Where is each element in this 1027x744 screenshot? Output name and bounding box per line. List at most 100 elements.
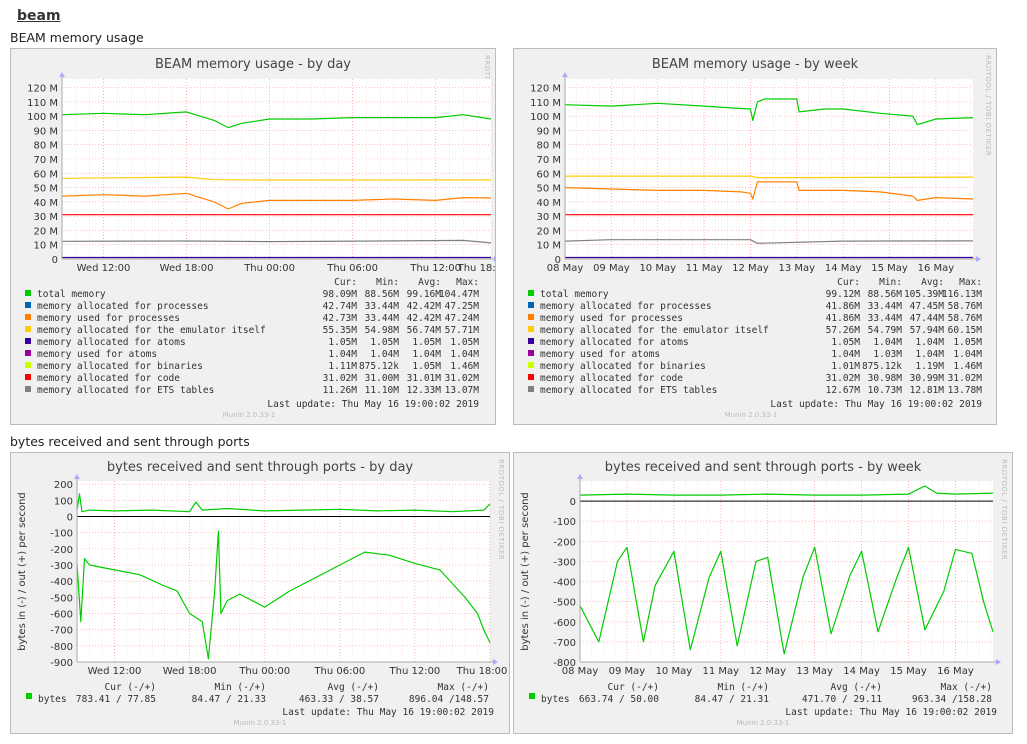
legend-label: memory allocated for processes xyxy=(37,301,209,312)
y-tick-label: 40 M xyxy=(33,198,58,209)
bytes-day-chart: bytes received and sent through ports - … xyxy=(17,459,508,727)
series-line-bytes-in xyxy=(579,546,994,655)
legend-label: bytes xyxy=(38,694,67,705)
legend-label: memory allocated for ETS tables xyxy=(37,385,214,396)
y-tick-label: 20 M xyxy=(536,226,561,237)
legend-label: memory used for atoms xyxy=(37,349,157,360)
legend-label: bytes xyxy=(541,694,570,705)
graph-bytes-week[interactable]: bytes received and sent through ports - … xyxy=(513,452,1013,734)
y-tick-label: 60 M xyxy=(536,169,561,180)
legend-value: 31.02M xyxy=(445,373,480,384)
graph-memory-week[interactable]: BEAM memory usage - by week RRDTOOL / TOB… xyxy=(513,48,997,425)
legend-label: total memory xyxy=(37,289,106,300)
y-axis-label: bytes in (-) / out (+) per second xyxy=(520,492,531,651)
legend-swatch xyxy=(528,302,534,308)
legend-value: 41.86M xyxy=(826,313,861,324)
legend-value: 84.47 / 21.31 xyxy=(695,694,770,705)
beam-link[interactable]: beam xyxy=(17,8,61,24)
legend-swatch xyxy=(26,693,32,699)
y-axis-arrow xyxy=(562,72,568,77)
legend-swatch xyxy=(528,338,534,344)
x-axis-arrow xyxy=(494,256,495,262)
graph-bytes-day[interactable]: bytes received and sent through ports - … xyxy=(10,452,510,734)
y-tick-label: 100 M xyxy=(530,112,561,123)
legend-value: 33.44M xyxy=(868,301,903,312)
series-line-memory-used-for-processes xyxy=(61,192,492,210)
legend-label: memory allocated for atoms xyxy=(37,337,186,348)
y-tick-label: 0 xyxy=(555,255,561,266)
x-tick-label: 14 May xyxy=(843,666,880,677)
series-line-memory-allocated-for-the-emulator-itself xyxy=(565,175,974,179)
y-tick-label: -300 xyxy=(50,561,73,572)
legend-value: 58.76M xyxy=(948,313,983,324)
y-tick-label: 200 xyxy=(54,480,73,491)
series-line-bytes-in xyxy=(76,530,491,660)
y-tick-label: -600 xyxy=(50,610,73,621)
series-line-bytes-out xyxy=(76,493,491,513)
y-tick-label: 110 M xyxy=(27,98,58,109)
x-tick-label: 16 May xyxy=(918,263,955,274)
legend-value: 84.47 / 21.33 xyxy=(192,694,266,705)
y-tick-label: -600 xyxy=(553,618,576,629)
legend-swatch xyxy=(528,314,534,320)
legend-value: 54.79M xyxy=(868,325,903,336)
legend-label: memory allocated for processes xyxy=(540,301,712,312)
y-tick-label: 40 M xyxy=(536,198,561,209)
legend-value: 41.86M xyxy=(826,301,861,312)
legend-value: 11.10M xyxy=(365,385,400,396)
y-tick-label: 10 M xyxy=(536,241,561,252)
plot-area xyxy=(580,481,993,662)
legend-value: 42.42M xyxy=(407,313,442,324)
legend-value: 33.44M xyxy=(365,313,400,324)
legend-value: 98.09M xyxy=(323,289,358,300)
x-tick-label: 12 May xyxy=(749,666,786,677)
legend-value: 1.03M xyxy=(873,349,902,360)
legend-swatch xyxy=(25,374,31,380)
x-tick-label: 11 May xyxy=(703,666,740,677)
legend-swatch xyxy=(528,374,534,380)
y-tick-label: -200 xyxy=(50,545,73,556)
legend-value: 12.33M xyxy=(407,385,442,396)
legend-value: 42.73M xyxy=(323,313,358,324)
legend-value: 116.13M xyxy=(942,289,982,300)
x-tick-label: Thu 18:00 xyxy=(457,263,495,274)
legend-header: Cur: xyxy=(837,277,860,288)
y-tick-label: 10 M xyxy=(33,241,58,252)
y-tick-label: 120 M xyxy=(27,84,58,95)
legend-value: 56.74M xyxy=(407,325,442,336)
x-tick-label: 12 May xyxy=(732,263,769,274)
y-tick-label: 70 M xyxy=(536,155,561,166)
legend-value: 10.73M xyxy=(868,385,903,396)
x-tick-label: Thu 12:00 xyxy=(409,263,461,274)
legend-value: 88.56M xyxy=(868,289,903,300)
y-tick-label: 120 M xyxy=(530,84,561,95)
munin-version: Munin 2.0.33-1 xyxy=(725,411,778,419)
legend-swatch xyxy=(528,326,534,332)
legend-header: Max (-/+) xyxy=(438,682,489,693)
legend-label: memory allocated for code xyxy=(540,373,683,384)
legend-label: memory allocated for binaries xyxy=(540,361,706,372)
legend-value: 33.44M xyxy=(365,301,400,312)
legend-value: 99.12M xyxy=(826,289,861,300)
legend-value: 58.76M xyxy=(948,301,983,312)
chart-title: bytes received and sent through ports - … xyxy=(605,460,922,475)
legend-value: 105.39M xyxy=(904,289,944,300)
legend-value: 99.16M xyxy=(407,289,442,300)
x-tick-label: Thu 18:00 xyxy=(456,666,508,677)
legend-value: 57.71M xyxy=(445,325,480,336)
legend-label: memory allocated for atoms xyxy=(540,337,689,348)
x-tick-label: 08 May xyxy=(562,666,599,677)
legend-value: 1.05M xyxy=(412,337,441,348)
legend-value: 30.99M xyxy=(910,373,945,384)
legend-swatch xyxy=(25,350,31,356)
legend-value: 1.05M xyxy=(328,337,357,348)
x-tick-label: Wed 18:00 xyxy=(163,666,217,677)
legend-swatch xyxy=(25,290,31,296)
legend-value: 47.44M xyxy=(910,313,945,324)
legend-value: 42.74M xyxy=(323,301,358,312)
legend-value: 47.24M xyxy=(445,313,480,324)
legend-value: 875.12k xyxy=(862,361,902,372)
legend-swatch xyxy=(25,302,31,308)
